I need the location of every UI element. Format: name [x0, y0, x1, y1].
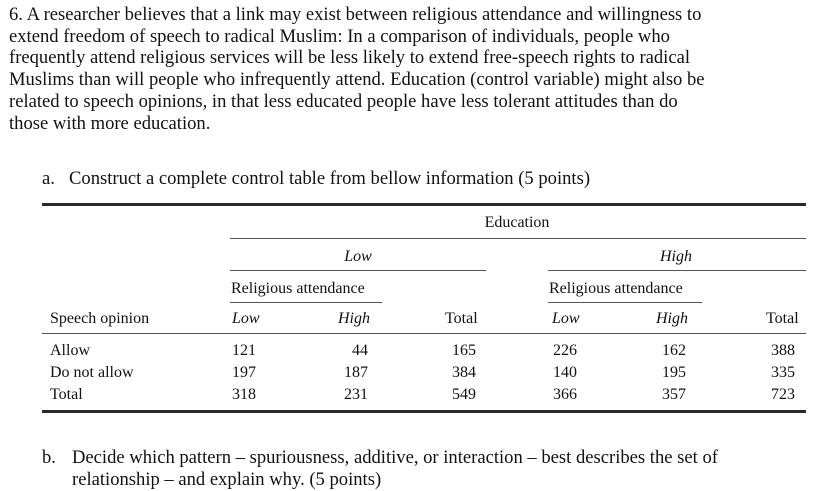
col-header: Total — [445, 310, 478, 327]
col-header: Total — [766, 310, 799, 327]
group-high-label: High — [660, 248, 692, 265]
table-cell: 195 — [662, 364, 686, 381]
part-b-prompt: b. Decide which pattern – spuriousness, a… — [42, 447, 802, 491]
part-a-letter: a. — [42, 168, 55, 189]
part-a-text: Construct a complete control table from … — [69, 168, 591, 189]
question-line: those with more education. — [9, 112, 211, 134]
table-cell: 318 — [232, 386, 256, 403]
col-header: Low — [552, 310, 580, 327]
group-high-rule — [548, 270, 806, 271]
question-text: 6. A researcher believes that a link may… — [9, 4, 821, 134]
row-label: Total — [50, 386, 83, 403]
table-cell: 140 — [553, 364, 577, 381]
header-rule — [42, 333, 806, 334]
table-top-rule — [42, 203, 806, 206]
table-cell: 549 — [452, 386, 476, 403]
question-line: related to speech opinions, in that less… — [9, 90, 678, 112]
table-cell: 384 — [452, 364, 476, 381]
table-cell: 231 — [344, 386, 368, 403]
control-rule — [230, 238, 806, 239]
row-label: Allow — [50, 342, 90, 359]
control-variable-label: Education — [484, 214, 550, 231]
col-header: High — [338, 310, 370, 327]
table-cell: 366 — [553, 386, 577, 403]
table-bottom-rule — [42, 410, 806, 413]
question-line: frequently attend religious services wil… — [9, 47, 691, 69]
table-cell: 388 — [771, 342, 795, 359]
part-b-text: Decide which pattern – spuriousness, add… — [72, 447, 718, 490]
group-low-rule — [230, 270, 486, 271]
stub-header: Speech opinion — [50, 310, 150, 327]
table-cell: 187 — [344, 364, 368, 381]
table-cell: 197 — [232, 364, 256, 381]
question-line: 6. A researcher believes that a link may… — [9, 4, 702, 25]
part-a-prompt: a. Construct a complete control table fro… — [42, 168, 590, 190]
row-label: Do not allow — [50, 364, 134, 381]
group-low-label: Low — [344, 248, 372, 265]
attendance-low-rule — [230, 302, 382, 303]
table-cell: 121 — [232, 342, 256, 359]
religious-attendance-high-header: Religious attendance — [549, 280, 683, 297]
table-cell: 357 — [662, 386, 686, 403]
religious-attendance-low-header: Religious attendance — [231, 280, 365, 297]
table-cell: 44 — [352, 342, 368, 359]
part-b-letter: b. — [42, 447, 56, 468]
question-line: Muslims than will people who infrequentl… — [9, 69, 705, 91]
table-cell: 723 — [771, 386, 795, 403]
table-cell: 162 — [662, 342, 686, 359]
question-line: extend freedom of speech to radical Musl… — [9, 25, 670, 47]
attendance-high-rule — [548, 302, 702, 303]
table-cell: 165 — [452, 342, 476, 359]
col-header: Low — [232, 310, 260, 327]
table-cell: 226 — [553, 342, 577, 359]
col-header: High — [656, 310, 688, 327]
table-cell: 335 — [771, 364, 795, 381]
